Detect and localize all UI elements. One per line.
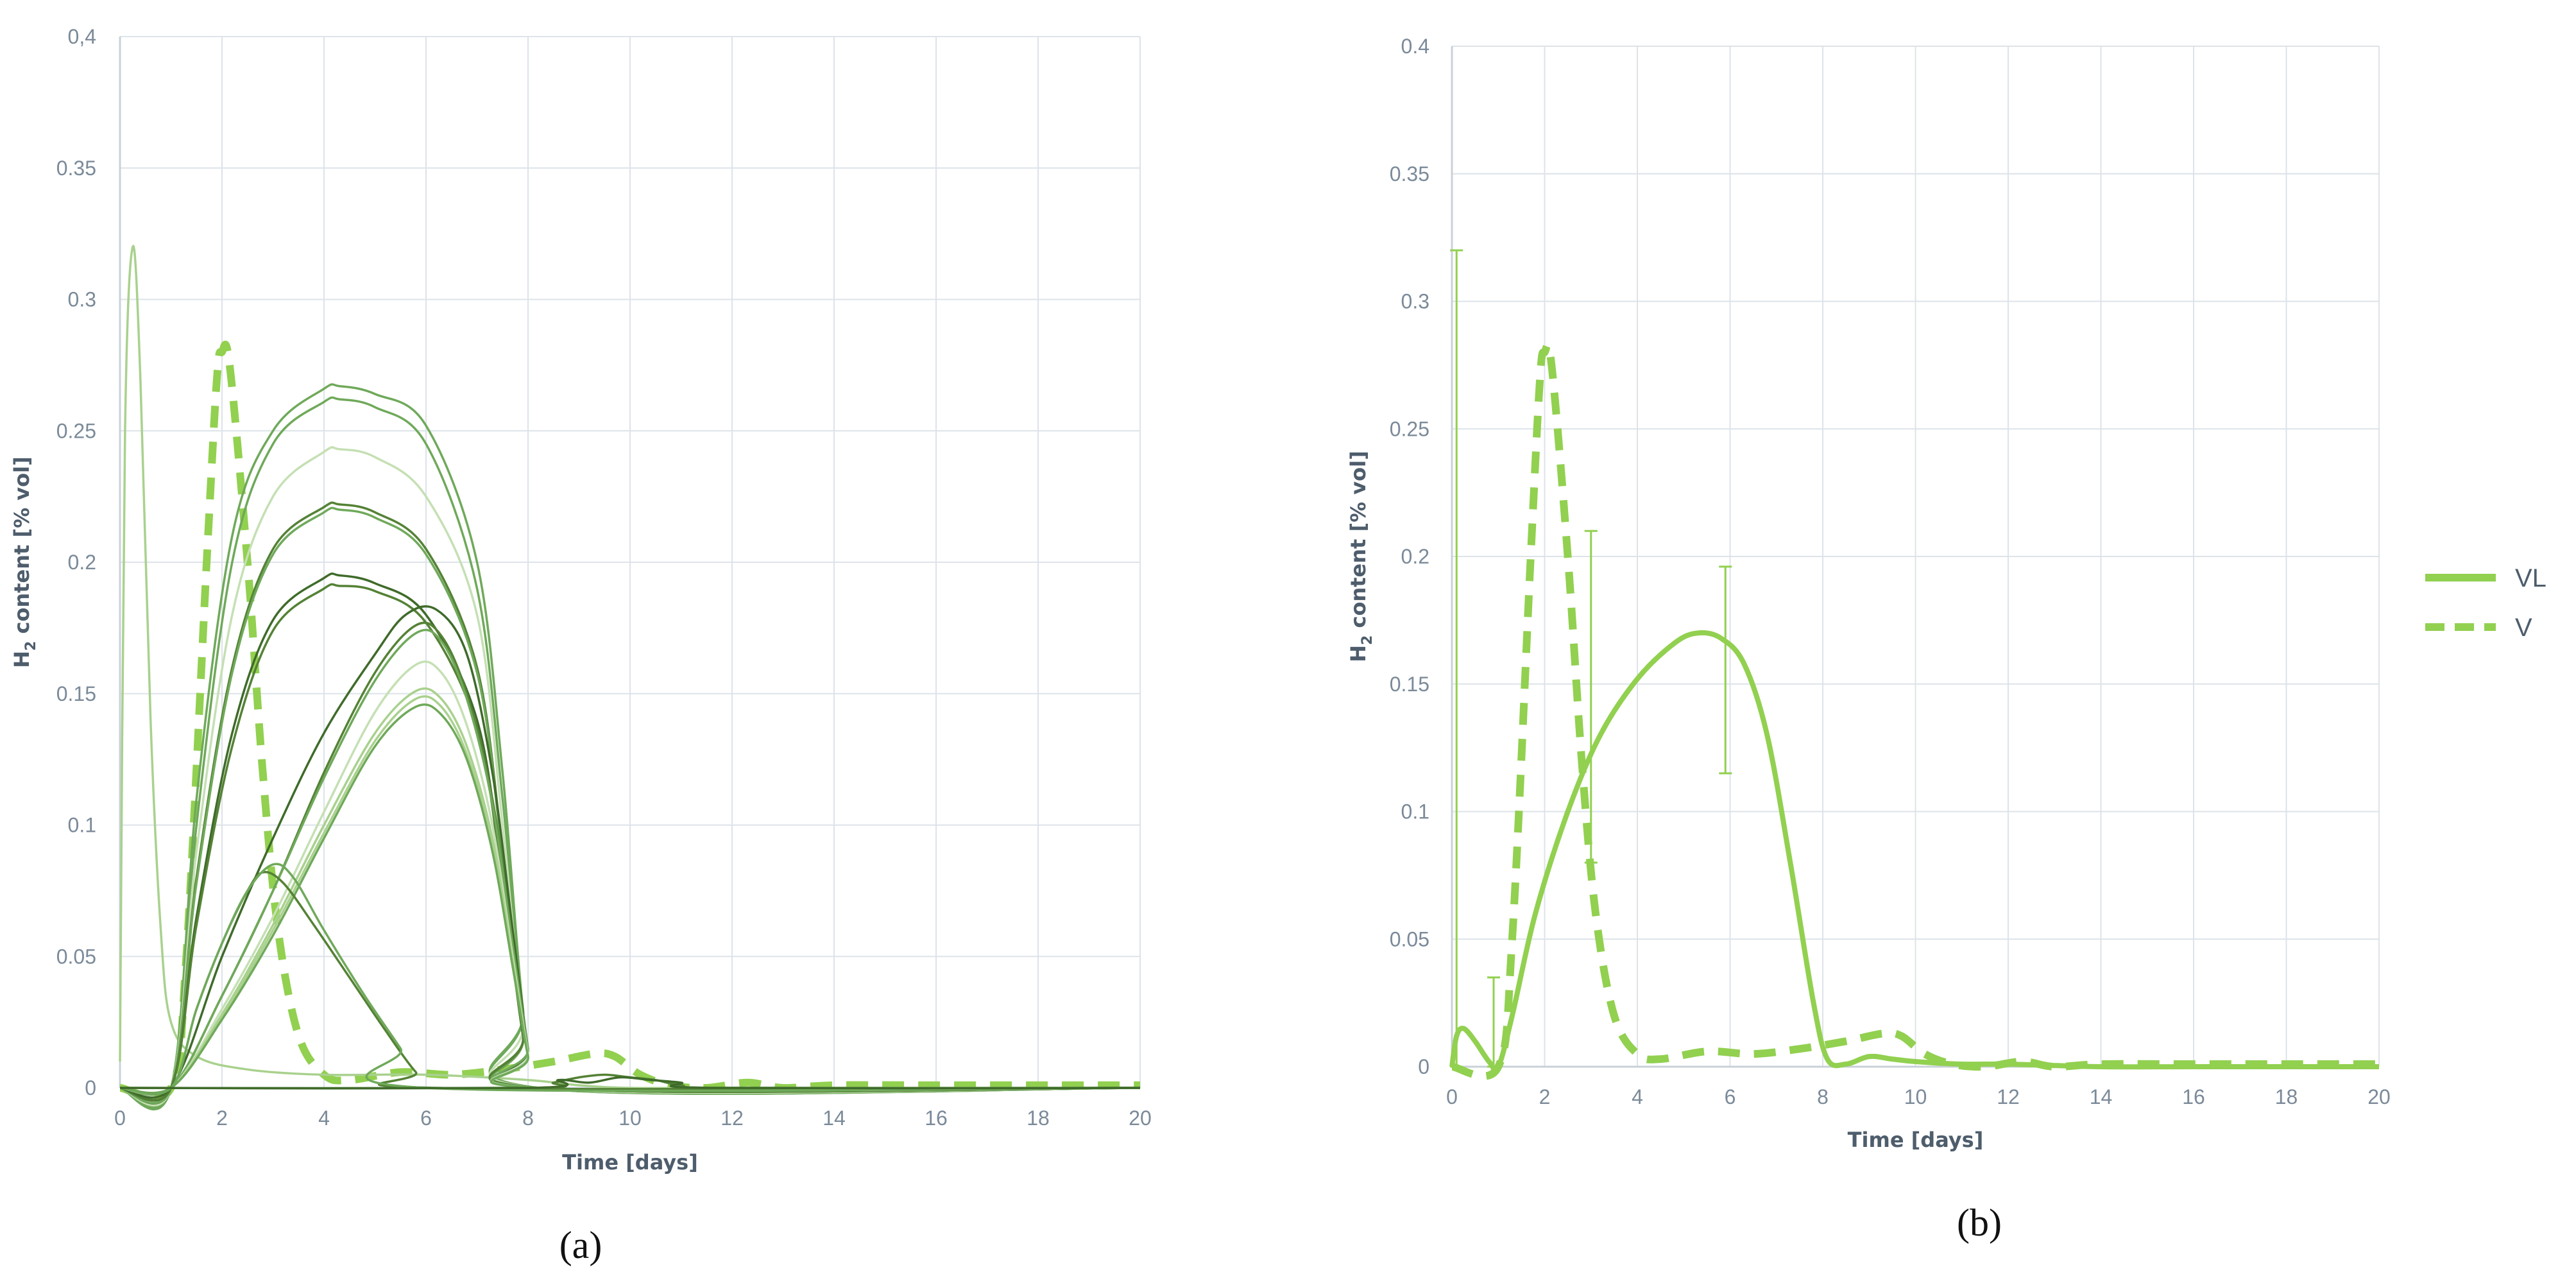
x-tick-label: 10 — [1904, 1085, 1927, 1108]
x-tick-label: 8 — [522, 1106, 534, 1130]
x-tick-label: 16 — [2182, 1085, 2205, 1108]
y-tick-label: 0.25 — [1390, 417, 1429, 440]
y-tick-label: 0 — [85, 1076, 96, 1099]
x-tick-label: 6 — [1725, 1085, 1736, 1108]
y-tick-label: 0.3 — [1401, 290, 1429, 313]
y-axis-title: H2 content [% vol] — [10, 456, 39, 667]
x-tick-label: 20 — [1129, 1106, 1152, 1130]
x-tick-label: 12 — [1997, 1085, 2020, 1108]
y-tick-label: 0.05 — [56, 945, 96, 968]
x-tick-label: 4 — [318, 1106, 330, 1130]
panel-label-a: (a) — [559, 1224, 602, 1266]
x-tick-label: 14 — [823, 1106, 846, 1130]
x-tick-label: 6 — [420, 1106, 432, 1130]
y-tick-label: 0.1 — [1401, 800, 1429, 823]
y-tick-label: 0.05 — [1390, 927, 1429, 951]
x-tick-label: 8 — [1817, 1085, 1829, 1108]
error-bar — [1487, 976, 1501, 1068]
x-tick-label: 0 — [114, 1106, 126, 1130]
y-tick-label: 0,4 — [68, 25, 96, 48]
x-tick-label: 10 — [618, 1106, 642, 1130]
legend-label-v: V — [2515, 614, 2532, 642]
x-tick-label: 4 — [1632, 1085, 1643, 1108]
error-bar — [1584, 530, 1598, 864]
y-tick-label: 0.1 — [68, 814, 96, 837]
y-tick-label: 0 — [1418, 1055, 1429, 1078]
x-tick-label: 18 — [1027, 1106, 1050, 1130]
x-tick-label: 2 — [1539, 1085, 1551, 1108]
y-tick-label: 0.35 — [1390, 162, 1429, 185]
y-axis-title: H2 content [% vol] — [1346, 451, 1376, 662]
x-tick-label: 20 — [2367, 1085, 2391, 1108]
panel-label-b: (b) — [1957, 1201, 2002, 1244]
y-tick-label: 0.15 — [56, 682, 96, 705]
x-tick-label: 0 — [1446, 1085, 1458, 1108]
series-line-18 — [119, 863, 1141, 1095]
x-axis-title: Time [days] — [562, 1150, 698, 1175]
x-axis-title: Time [days] — [1848, 1128, 1984, 1152]
series-line-20 — [119, 1076, 1141, 1090]
error-bar — [1719, 565, 1732, 775]
x-tick-label: 12 — [721, 1106, 744, 1130]
y-tick-label: 0.2 — [68, 551, 96, 574]
y-tick-label: 0.25 — [56, 419, 96, 442]
legend-label-vl: VL — [2515, 564, 2546, 592]
y-tick-label: 0.35 — [56, 157, 96, 180]
y-tick-label: 0.3 — [68, 288, 96, 311]
series-line-v — [1451, 341, 2379, 1080]
x-tick-label: 16 — [925, 1106, 948, 1130]
y-tick-label: 0.2 — [1401, 545, 1429, 568]
x-tick-label: 2 — [216, 1106, 228, 1130]
y-tick-label: 0.4 — [1401, 35, 1429, 58]
x-tick-label: 18 — [2275, 1085, 2298, 1108]
y-tick-label: 0.15 — [1390, 673, 1429, 696]
chart-panel-a: 0 2 4 6 8 10 12 14 16 18 20 0 0.05 0.1 0.15 0.2 0.25 0.3 0… — [10, 25, 1152, 1175]
chart-panel-b: 0 2 4 6 8 10 12 14 16 18 20 0 0.05 0.1 0.15 0.2 0.25 0.3 0… — [1346, 35, 2391, 1152]
error-bar — [1450, 249, 1463, 1068]
legend: VL V — [2425, 564, 2546, 642]
x-tick-label: 14 — [2090, 1085, 2113, 1108]
